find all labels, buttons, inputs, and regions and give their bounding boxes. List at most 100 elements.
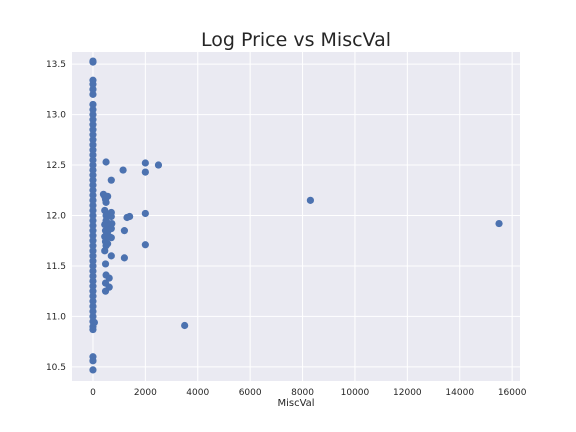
x-tick-label: 2000 xyxy=(134,388,157,398)
scatter-point xyxy=(120,227,128,235)
scatter-point xyxy=(89,312,97,321)
scatter-point xyxy=(89,176,97,184)
scatter-point xyxy=(120,254,128,262)
scatter-point xyxy=(89,307,97,315)
scatter-point xyxy=(89,232,97,240)
scatter-point xyxy=(89,181,97,189)
scatter-point xyxy=(102,198,110,206)
scatter-point xyxy=(107,225,115,233)
x-tick-label: 10000 xyxy=(341,388,370,398)
scatter-point xyxy=(89,161,97,169)
scatter-point xyxy=(107,212,115,221)
scatter-points xyxy=(89,57,503,374)
scatter-point xyxy=(89,227,97,235)
scatter-point xyxy=(89,325,97,334)
scatter-point xyxy=(89,221,97,230)
scatter-point xyxy=(89,166,97,174)
scatter-point xyxy=(154,161,163,169)
scatter-point xyxy=(104,240,112,248)
scatter-point xyxy=(89,131,97,139)
scatter-point xyxy=(89,267,97,275)
y-tick-label: 11.5 xyxy=(46,262,66,272)
scatter-point xyxy=(89,201,97,209)
scatter-point xyxy=(89,191,97,199)
scatter-point xyxy=(89,357,97,365)
y-tick-label: 10.5 xyxy=(46,363,66,373)
x-tick-label: 14000 xyxy=(445,388,474,398)
scatter-point xyxy=(89,110,97,119)
scatter-point xyxy=(126,212,134,221)
x-tick-labels: 0 2000 4000 6000 8000 10000 12000 14000 16000 xyxy=(90,388,527,398)
scatter-point xyxy=(89,252,97,260)
scatter-point xyxy=(89,366,97,374)
scatter-point xyxy=(89,151,97,159)
y-tick-label: 12.0 xyxy=(46,211,66,221)
scatter-point xyxy=(101,260,110,268)
scatter-point xyxy=(141,159,149,167)
scatter-point xyxy=(89,171,97,179)
scatter-point xyxy=(89,58,97,66)
scatter-point xyxy=(107,234,115,242)
scatter-point xyxy=(89,126,97,134)
scatter-point xyxy=(141,209,149,218)
scatter-point xyxy=(89,287,97,295)
scatter-point xyxy=(104,192,112,200)
grid xyxy=(72,52,520,381)
scatter-point xyxy=(89,196,97,204)
scatter-point xyxy=(89,257,97,265)
scatter-point xyxy=(89,80,97,88)
scatter-point xyxy=(89,146,97,154)
y-tick-label: 13.5 xyxy=(46,60,66,70)
scatter-point xyxy=(141,168,149,176)
x-tick-label: 6000 xyxy=(239,388,262,398)
x-tick-label: 8000 xyxy=(291,388,314,398)
scatter-point xyxy=(89,186,97,194)
scatter-point xyxy=(107,176,115,184)
scatter-point xyxy=(89,211,97,220)
x-axis-label: MiscVal xyxy=(277,398,314,409)
scatter-point xyxy=(89,156,97,164)
scatter-point xyxy=(89,277,97,285)
scatter-point xyxy=(89,121,97,129)
scatter-point xyxy=(141,241,149,249)
scatter-point xyxy=(105,274,113,282)
scatter-point xyxy=(89,292,97,300)
scatter-point xyxy=(101,287,110,295)
scatter-point xyxy=(89,206,97,215)
scatter-point xyxy=(89,242,97,250)
scatter-point xyxy=(89,136,97,144)
y-tick-labels: 10.5 11.0 11.5 12.0 12.5 13.0 13.5 xyxy=(46,60,66,373)
scatter-point xyxy=(89,272,97,280)
y-tick-label: 12.5 xyxy=(46,161,66,171)
scatter-point xyxy=(181,321,189,330)
scatter-point xyxy=(89,247,97,255)
scatter-point xyxy=(89,262,97,270)
scatter-point xyxy=(89,85,97,93)
scatter-point xyxy=(495,219,503,228)
scatter-point xyxy=(89,105,97,114)
scatter-point xyxy=(90,318,98,327)
y-tick-label: 13.0 xyxy=(46,111,66,121)
scatter-point xyxy=(89,141,97,149)
scatter-point xyxy=(89,116,97,124)
y-tick-label: 11.0 xyxy=(46,312,66,322)
scatter-point xyxy=(89,216,97,225)
scatter-point xyxy=(89,100,97,109)
scatter-point xyxy=(101,247,109,255)
x-tick-label: 16000 xyxy=(498,388,527,398)
scatter-point xyxy=(102,158,110,166)
scatter-point xyxy=(107,252,115,260)
chart-title: Log Price vs MiscVal xyxy=(201,29,391,51)
scatter-point xyxy=(89,90,97,98)
plot-background xyxy=(72,52,520,381)
scatter-point xyxy=(89,282,97,290)
scatter-point xyxy=(89,237,97,245)
x-tick-label: 4000 xyxy=(186,388,209,398)
scatter-point xyxy=(89,302,97,310)
scatter-point xyxy=(306,196,315,204)
x-tick-label: 0 xyxy=(90,388,96,398)
scatter-point xyxy=(119,166,127,174)
scatter-point xyxy=(89,297,97,305)
x-tick-label: 12000 xyxy=(393,388,422,398)
